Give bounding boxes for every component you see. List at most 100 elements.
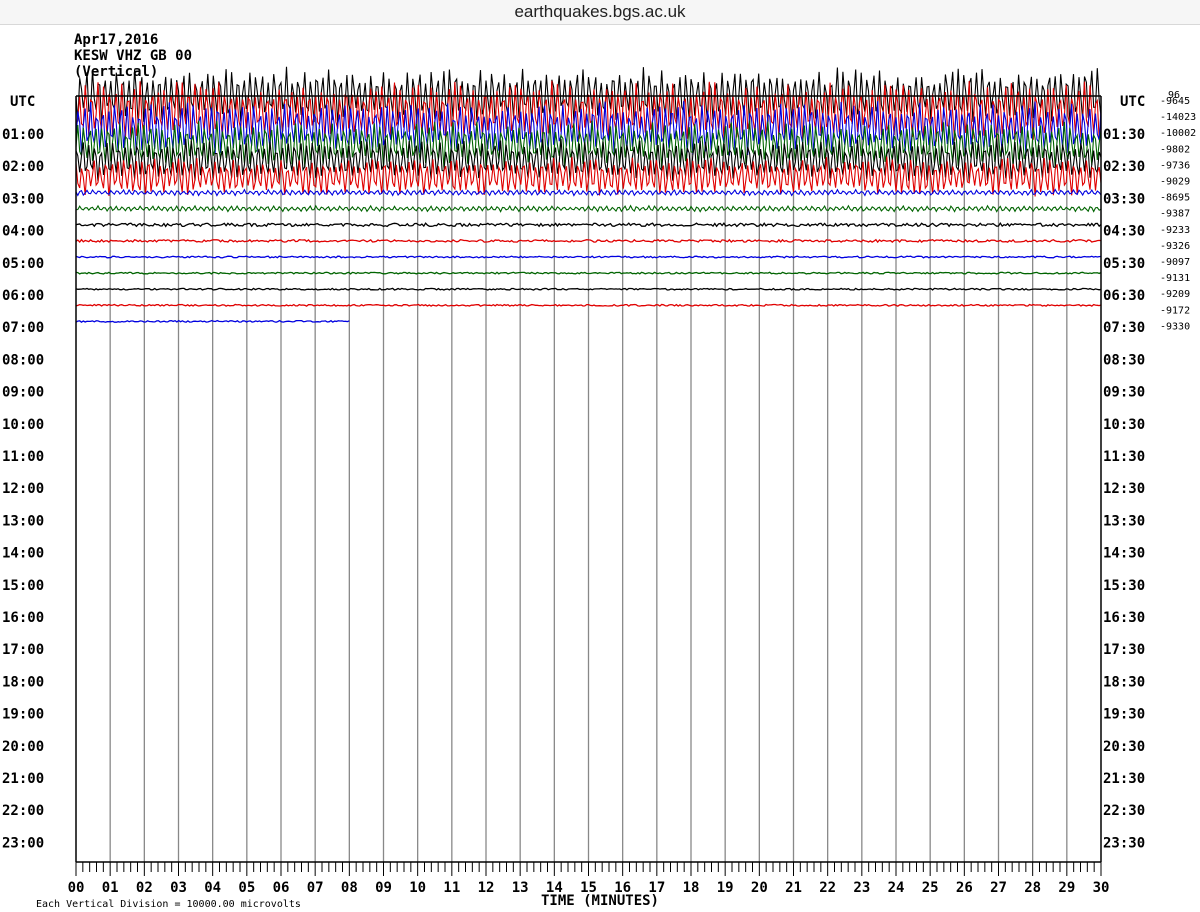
x-tick-label: 30 bbox=[1093, 880, 1110, 896]
hour-label-left: 11:00 bbox=[2, 449, 44, 465]
x-tick-label: 03 bbox=[170, 880, 187, 896]
trace-line bbox=[75, 238, 1102, 244]
trace-line bbox=[75, 120, 1102, 169]
x-tick-label: 04 bbox=[204, 880, 221, 896]
x-tick-label: 25 bbox=[922, 880, 939, 896]
offset-value: -10002 bbox=[1160, 128, 1196, 139]
hour-label-right: 07:30 bbox=[1103, 320, 1145, 336]
x-tick-label: 16 bbox=[614, 880, 631, 896]
x-tick-label: 12 bbox=[478, 880, 495, 896]
trace-line bbox=[75, 80, 1102, 143]
footnote: Each Vertical Division = 10000.00 microv… bbox=[36, 899, 301, 910]
offset-value: -9209 bbox=[1160, 289, 1190, 300]
offset-value: -9233 bbox=[1160, 225, 1190, 236]
header-line: (Vertical) bbox=[74, 64, 158, 80]
hour-label-left: 12:00 bbox=[2, 481, 44, 497]
hour-label-right: 04:30 bbox=[1103, 224, 1145, 240]
hour-label-right: 02:30 bbox=[1103, 159, 1145, 175]
offset-value: -9645 bbox=[1160, 96, 1190, 107]
offset-value: -14023 bbox=[1160, 112, 1196, 123]
hour-label-right: 12:30 bbox=[1103, 481, 1145, 497]
hour-label-right: 03:30 bbox=[1103, 191, 1145, 207]
x-tick-label: 27 bbox=[990, 880, 1007, 896]
x-tick-label: 05 bbox=[238, 880, 255, 896]
x-tick-label: 02 bbox=[136, 880, 153, 896]
hour-label-left: 18:00 bbox=[2, 674, 44, 690]
hour-label-left: 08:00 bbox=[2, 352, 44, 368]
hour-label-left: 15:00 bbox=[2, 578, 44, 594]
trace-line bbox=[75, 188, 1102, 197]
hour-label-left: 22:00 bbox=[2, 803, 44, 819]
trace-line bbox=[75, 271, 1102, 275]
offset-value: -8695 bbox=[1160, 193, 1190, 204]
trace-line bbox=[75, 255, 1102, 259]
x-tick-label: 18 bbox=[683, 880, 700, 896]
offset-value: -9326 bbox=[1160, 241, 1190, 252]
hour-label-left: 10:00 bbox=[2, 417, 44, 433]
hour-label-right: 05:30 bbox=[1103, 256, 1145, 272]
x-tick-label: 19 bbox=[717, 880, 734, 896]
hour-label-left: 04:00 bbox=[2, 224, 44, 240]
hour-label-right: 19:30 bbox=[1103, 707, 1145, 723]
x-tick-label: 14 bbox=[546, 880, 563, 896]
plot-frame bbox=[75, 95, 1102, 876]
hour-label-right: 22:30 bbox=[1103, 803, 1145, 819]
x-tick-label: 15 bbox=[580, 880, 597, 896]
x-tick-label: 20 bbox=[751, 880, 768, 896]
hour-label-left: 17:00 bbox=[2, 642, 44, 658]
hour-label-right: 13:30 bbox=[1103, 513, 1145, 529]
hour-label-right: 23:30 bbox=[1103, 835, 1145, 851]
hour-label-right: 11:30 bbox=[1103, 449, 1145, 465]
vertical-gridlines bbox=[109, 96, 1068, 862]
browser-url-bar: earthquakes.bgs.ac.uk bbox=[0, 0, 1200, 25]
hour-label-right: 06:30 bbox=[1103, 288, 1145, 304]
hour-label-left: 03:00 bbox=[2, 191, 44, 207]
hour-label-left: 23:00 bbox=[2, 835, 44, 851]
x-axis-label: TIME (MINUTES) bbox=[541, 893, 659, 909]
x-tick-label: 07 bbox=[307, 880, 324, 896]
offset-value: -9387 bbox=[1160, 209, 1190, 220]
trace-line bbox=[75, 287, 1102, 291]
trace-line bbox=[75, 222, 1102, 228]
hour-label-left: 01:00 bbox=[2, 127, 44, 143]
hour-label-right: 14:30 bbox=[1103, 546, 1145, 562]
hour-label-right: 16:30 bbox=[1103, 610, 1145, 626]
x-tick-label: 11 bbox=[443, 880, 460, 896]
x-tick-label: 10 bbox=[409, 880, 426, 896]
offset-value: -9097 bbox=[1160, 257, 1190, 268]
x-tick-label: 09 bbox=[375, 880, 392, 896]
offset-value: -9330 bbox=[1160, 321, 1190, 332]
x-tick-label: 26 bbox=[956, 880, 973, 896]
trace-line bbox=[75, 303, 1102, 307]
offset-top-label: 96 bbox=[1168, 90, 1180, 101]
hour-label-right: 10:30 bbox=[1103, 417, 1145, 433]
hour-label-right: 21:30 bbox=[1103, 771, 1145, 787]
hour-label-right: 17:30 bbox=[1103, 642, 1145, 658]
hour-label-right: 08:30 bbox=[1103, 352, 1145, 368]
hour-label-right: 15:30 bbox=[1103, 578, 1145, 594]
hour-label-right: 20:30 bbox=[1103, 739, 1145, 755]
offset-value: -9029 bbox=[1160, 177, 1190, 188]
offset-value: -9736 bbox=[1160, 160, 1190, 171]
trace-line bbox=[75, 156, 1102, 197]
hour-label-right: 09:30 bbox=[1103, 385, 1145, 401]
hour-label-left: 05:00 bbox=[2, 256, 44, 272]
hour-label-left: 06:00 bbox=[2, 288, 44, 304]
hour-label-right: 01:30 bbox=[1103, 127, 1145, 143]
header-line: Apr17,2016 bbox=[74, 32, 158, 48]
x-tick-label: 22 bbox=[819, 880, 836, 896]
x-tick-label: 13 bbox=[512, 880, 529, 896]
x-tick-label: 29 bbox=[1058, 880, 1075, 896]
x-tick-label: 21 bbox=[785, 880, 802, 896]
hour-label-right: 18:30 bbox=[1103, 674, 1145, 690]
trace-line bbox=[75, 204, 1102, 213]
x-tick-label: 08 bbox=[341, 880, 358, 896]
x-tick-label: 06 bbox=[273, 880, 290, 896]
hour-label-left: 09:00 bbox=[2, 385, 44, 401]
x-tick-label: 24 bbox=[888, 880, 905, 896]
offset-value: -9172 bbox=[1160, 305, 1190, 316]
x-tick-label: 17 bbox=[648, 880, 665, 896]
hour-label-left: 07:00 bbox=[2, 320, 44, 336]
